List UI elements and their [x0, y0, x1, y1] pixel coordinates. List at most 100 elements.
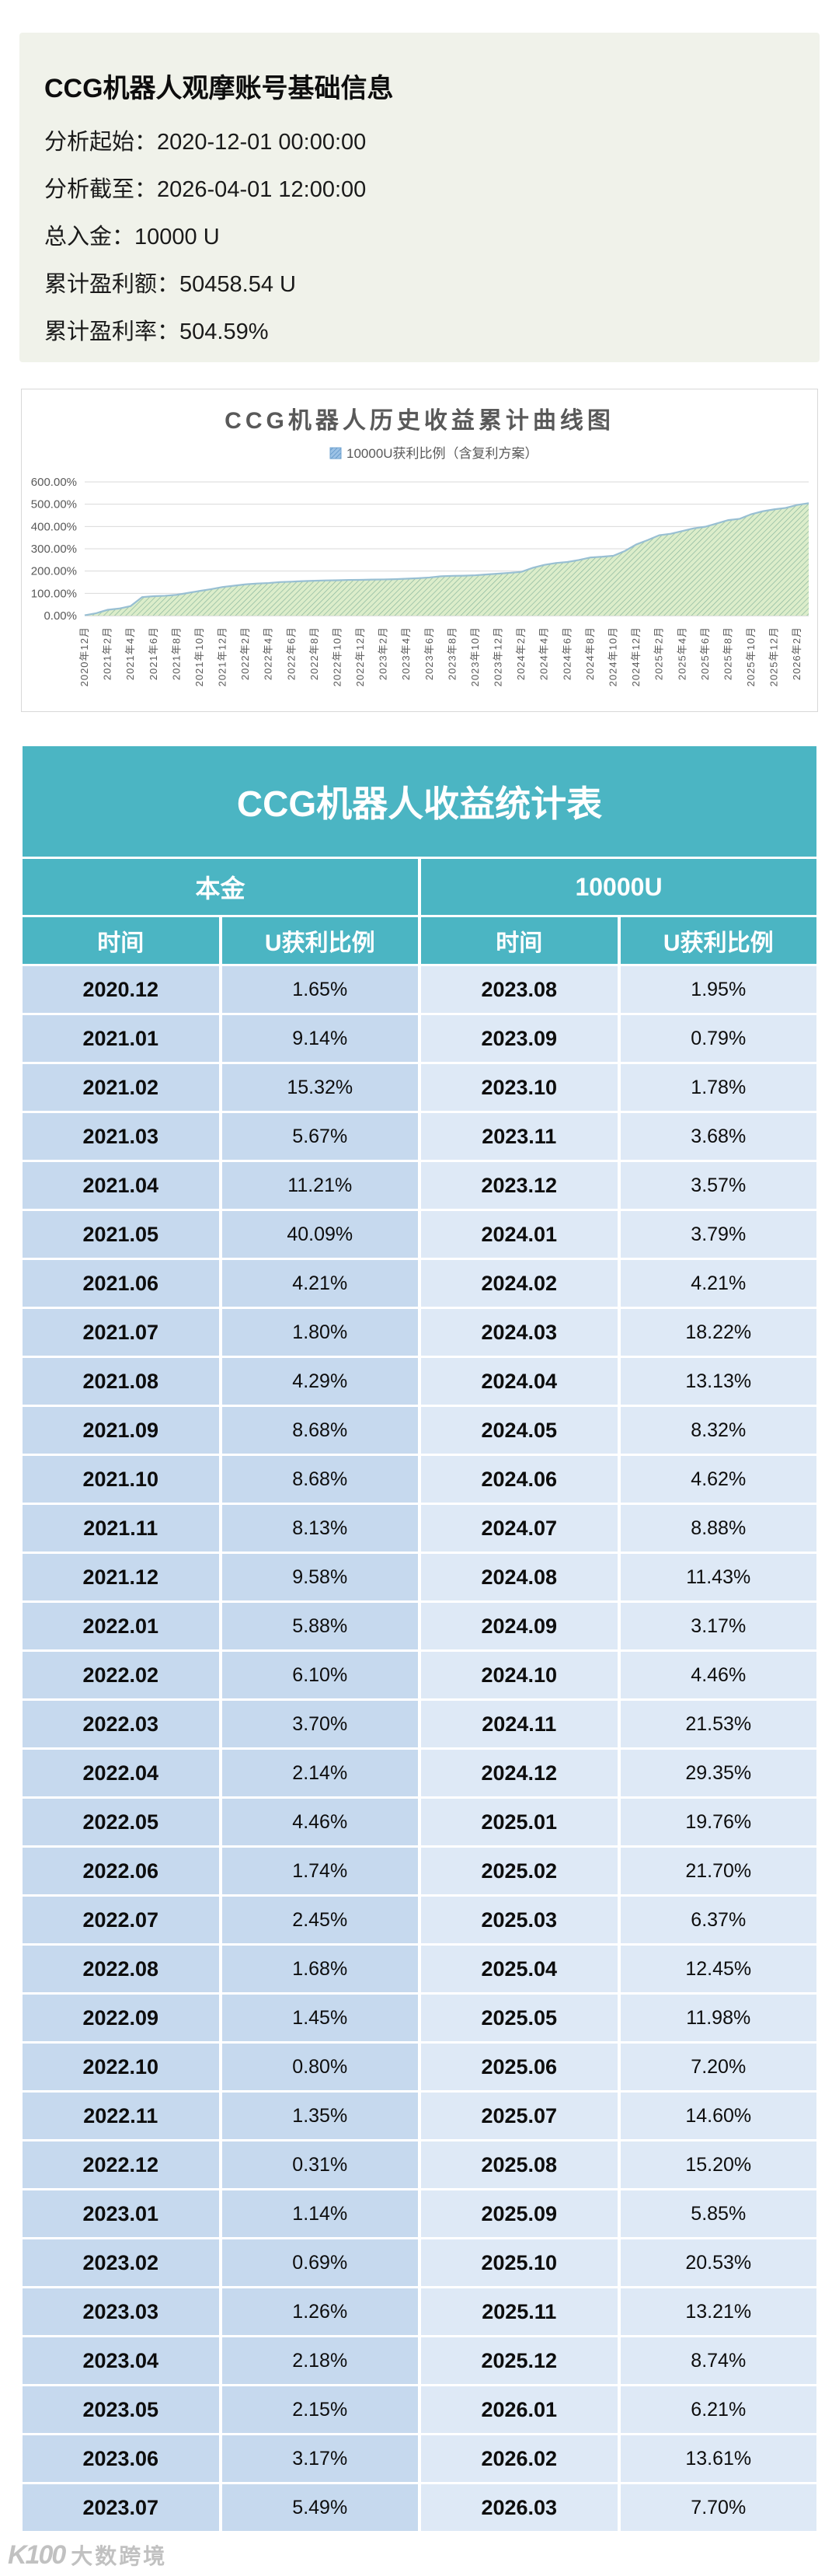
table-title-row: CCG机器人收益统计表: [23, 746, 816, 857]
svg-text:2023年4月: 2023年4月: [400, 627, 412, 680]
svg-text:2024年4月: 2024年4月: [538, 627, 550, 680]
svg-text:2024年2月: 2024年2月: [515, 627, 527, 680]
table-row: 2023.07 5.49% 2026.03 7.70%: [23, 2484, 816, 2531]
table-row: 2023.04 2.18% 2025.12 8.74%: [23, 2337, 816, 2384]
chart-legend: 10000U获利比例（含复利方案）: [329, 446, 538, 461]
ratio-cell: 4.21%: [221, 1260, 418, 1307]
date-cell: 2025.08: [421, 2141, 618, 2188]
svg-text:2024年12月: 2024年12月: [630, 627, 642, 686]
date-cell: 2024.06: [421, 1456, 618, 1503]
date-cell: 2021.11: [23, 1505, 219, 1552]
ratio-cell: 13.61%: [620, 2435, 816, 2482]
svg-text:2025年6月: 2025年6月: [699, 627, 711, 680]
svg-text:2024年8月: 2024年8月: [584, 627, 596, 680]
ratio-cell: 2.14%: [221, 1750, 418, 1796]
svg-text:2022年8月: 2022年8月: [308, 627, 320, 680]
table-row: 2021.03 5.67% 2023.11 3.68%: [23, 1113, 816, 1160]
date-cell: 2026.02: [421, 2435, 618, 2482]
ratio-cell: 3.68%: [620, 1113, 816, 1160]
profit-stats-table: CCG机器人收益统计表 本金 10000U 时间 U获利比例 时间 U获利比例 …: [19, 744, 820, 2533]
date-cell: 2024.02: [421, 1260, 618, 1307]
table-row: 2021.08 4.29% 2024.04 13.13%: [23, 1358, 816, 1405]
svg-text:2026年2月: 2026年2月: [791, 627, 802, 680]
date-cell: 2021.01: [23, 1015, 219, 1062]
table-row: 2021.07 1.80% 2024.03 18.22%: [23, 1309, 816, 1356]
table-row: 2021.09 8.68% 2024.05 8.32%: [23, 1407, 816, 1454]
date-cell: 2023.01: [23, 2190, 219, 2237]
ratio-cell: 12.45%: [620, 1946, 816, 1992]
table-row: 2023.06 3.17% 2026.02 13.61%: [23, 2435, 816, 2482]
col-header-ratio-right: U获利比例: [620, 917, 816, 964]
date-cell: 2025.12: [421, 2337, 618, 2384]
ratio-cell: 8.88%: [620, 1505, 816, 1552]
date-cell: 2021.10: [23, 1456, 219, 1503]
ratio-cell: 2.45%: [221, 1897, 418, 1943]
ratio-cell: 7.70%: [620, 2484, 816, 2531]
ratio-cell: 11.98%: [620, 1995, 816, 2041]
cumulative-return-area-chart: CCG机器人历史收益累计曲线图 10000U获利比例（含复利方案） 0.00% 1…: [31, 408, 809, 686]
table-body: 2020.12 1.65% 2023.08 1.95% 2021.01 9.14% 2023…: [23, 966, 816, 2531]
svg-text:0.00%: 0.00%: [44, 609, 77, 623]
legend-label: 10000U获利比例（含复利方案）: [346, 446, 538, 461]
table-row: 2022.08 1.68% 2025.04 12.45%: [23, 1946, 816, 1992]
column-header-row: 时间 U获利比例 时间 U获利比例: [23, 917, 816, 964]
svg-text:2023年6月: 2023年6月: [423, 627, 435, 680]
ratio-cell: 0.69%: [221, 2239, 418, 2286]
svg-text:2023年12月: 2023年12月: [493, 627, 504, 686]
svg-text:2023年8月: 2023年8月: [446, 627, 458, 680]
svg-text:2025年8月: 2025年8月: [722, 627, 733, 680]
date-cell: 2025.01: [421, 1799, 618, 1845]
date-cell: 2023.05: [23, 2386, 219, 2433]
date-cell: 2023.12: [421, 1162, 618, 1209]
date-cell: 2021.03: [23, 1113, 219, 1160]
date-cell: 2022.05: [23, 1799, 219, 1845]
ratio-cell: 9.14%: [221, 1015, 418, 1062]
date-cell: 2023.06: [23, 2435, 219, 2482]
date-cell: 2025.10: [421, 2239, 618, 2286]
ratio-cell: 5.49%: [221, 2484, 418, 2531]
svg-text:2021年12月: 2021年12月: [217, 627, 228, 686]
svg-text:2024年10月: 2024年10月: [607, 627, 619, 686]
date-cell: 2021.08: [23, 1358, 219, 1405]
ratio-cell: 1.80%: [221, 1309, 418, 1356]
total-deposit-line: 总入金：10000 U: [44, 225, 220, 250]
date-cell: 2022.09: [23, 1995, 219, 2041]
ratio-cell: 0.80%: [221, 2044, 418, 2090]
date-cell: 2022.06: [23, 1848, 219, 1894]
date-cell: 2023.03: [23, 2288, 219, 2335]
ratio-cell: 8.74%: [620, 2337, 816, 2384]
date-cell: 2025.02: [421, 1848, 618, 1894]
svg-text:2024年6月: 2024年6月: [561, 627, 573, 680]
svg-text:2023年2月: 2023年2月: [378, 627, 389, 680]
date-cell: 2025.07: [421, 2093, 618, 2139]
date-cell: 2022.04: [23, 1750, 219, 1796]
account-info-card: CCG机器人观摩账号基础信息 分析起始：2020-12-01 00:00:00 …: [19, 33, 820, 362]
date-cell: 2025.04: [421, 1946, 618, 1992]
date-cell: 2024.08: [421, 1554, 618, 1600]
date-cell: 2025.03: [421, 1897, 618, 1943]
svg-text:100.00%: 100.00%: [31, 587, 77, 600]
ratio-cell: 1.65%: [221, 966, 418, 1013]
principal-value: 10000U: [421, 859, 816, 915]
svg-text:200.00%: 200.00%: [31, 565, 77, 578]
table-row: 2022.10 0.80% 2025.06 7.20%: [23, 2044, 816, 2090]
chart-area-series: [84, 502, 809, 616]
ratio-cell: 2.15%: [221, 2386, 418, 2433]
table-row: 2022.07 2.45% 2025.03 6.37%: [23, 1897, 816, 1943]
ratio-cell: 11.21%: [221, 1162, 418, 1209]
svg-text:2025年2月: 2025年2月: [653, 627, 665, 680]
ratio-cell: 6.10%: [221, 1652, 418, 1698]
ratio-cell: 0.79%: [620, 1015, 816, 1062]
ratio-cell: 4.62%: [620, 1456, 816, 1503]
principal-label: 本金: [23, 859, 418, 915]
ratio-cell: 15.32%: [221, 1064, 418, 1111]
date-cell: 2022.12: [23, 2141, 219, 2188]
table-row: 2020.12 1.65% 2023.08 1.95%: [23, 966, 816, 1013]
ratio-cell: 4.46%: [620, 1652, 816, 1698]
ratio-cell: 8.32%: [620, 1407, 816, 1454]
ratio-cell: 14.60%: [620, 2093, 816, 2139]
date-cell: 2023.04: [23, 2337, 219, 2384]
chart-title: CCG机器人历史收益累计曲线图: [225, 408, 614, 434]
ratio-cell: 2.18%: [221, 2337, 418, 2384]
ratio-cell: 9.58%: [221, 1554, 418, 1600]
